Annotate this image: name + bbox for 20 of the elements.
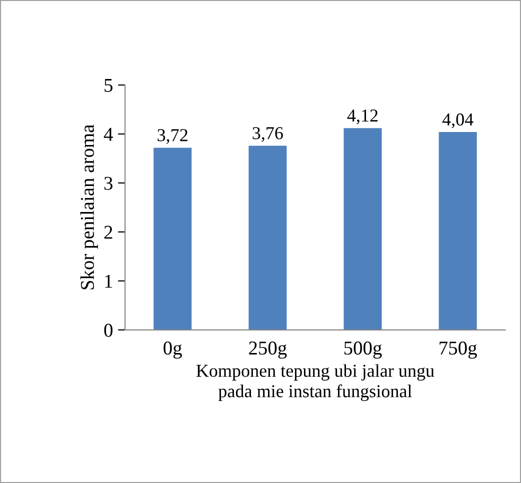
data-label: 4,12 xyxy=(347,110,378,124)
y-tick-label: 1 xyxy=(105,274,112,288)
bar xyxy=(344,128,382,330)
bar xyxy=(154,148,192,330)
y-tick-label: 0 xyxy=(104,324,112,337)
bar xyxy=(438,132,477,330)
data-label: 3,76 xyxy=(252,127,283,142)
y-tick-label: 3 xyxy=(104,176,112,190)
x-tick-label: 500g xyxy=(344,342,382,359)
x-axis-title: Komponen tepung ubi jalar ungu pada mie instan fungsional xyxy=(196,364,434,402)
x-tick-label: 750g xyxy=(440,342,477,359)
y-axis-title: Skor penilaian aroma xyxy=(80,124,98,290)
x-tick-label: 0g xyxy=(164,342,182,359)
x-tick-label: 250g xyxy=(249,342,287,359)
bar xyxy=(248,146,287,330)
data-label: 4,04 xyxy=(442,113,474,128)
y-tick-label: 4 xyxy=(104,128,113,141)
y-tick-label: 5 xyxy=(104,79,112,92)
y-tick-label: 2 xyxy=(104,226,112,239)
data-label: 3,72 xyxy=(158,129,188,144)
